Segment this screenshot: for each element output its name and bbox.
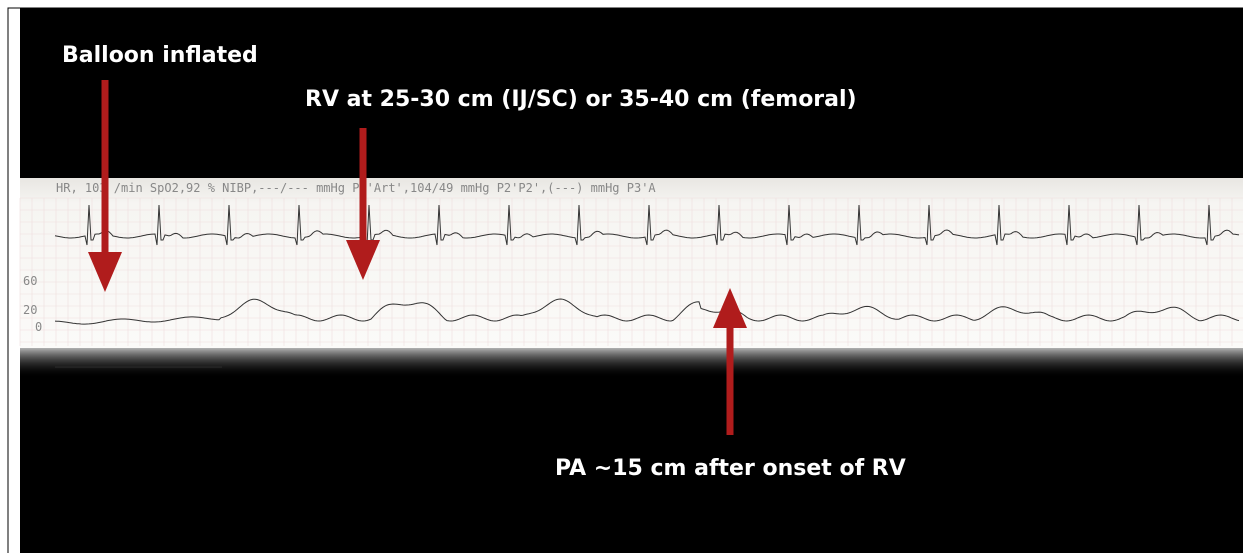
slide: HR, 103 /min SpO2,92 % NIBP,---/--- mmHg…: [0, 0, 1243, 553]
scale-label: 20: [23, 303, 37, 317]
page: HR, 103 /min SpO2,92 % NIBP,---/--- mmHg…: [0, 0, 1243, 553]
scale-label: 0: [35, 320, 42, 334]
strip: [20, 178, 1243, 348]
annotation: PA ~15 cm after onset of RV: [555, 456, 906, 481]
strip-shadow: [20, 348, 1243, 378]
strip-header: HR, 103 /min SpO2,92 % NIBP,---/--- mmHg…: [56, 181, 656, 195]
annotation: RV at 25-30 cm (IJ/SC) or 35-40 cm (femo…: [305, 87, 857, 112]
scale-label: 60: [23, 274, 37, 288]
annotation: Balloon inflated: [62, 43, 258, 68]
